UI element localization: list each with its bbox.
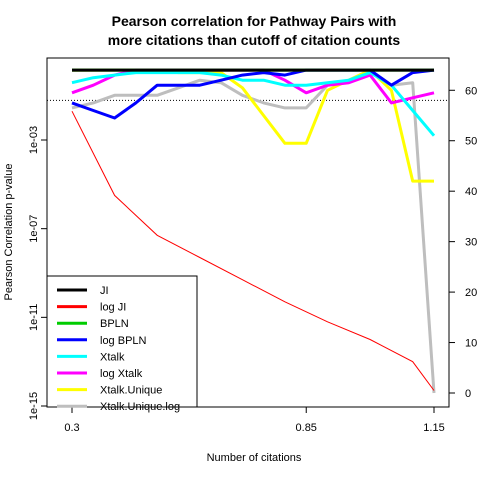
chart-title-line-2: more citations than cutoff of citation c… bbox=[108, 32, 401, 48]
series-line-log-bpln bbox=[71, 68, 435, 120]
legend-entry-label: Xtalk.Unique bbox=[100, 385, 162, 397]
y-left-tick-label: 1e-15 bbox=[28, 392, 40, 420]
y-right-tick-label: 60 bbox=[465, 85, 477, 97]
series-line-xtalk bbox=[71, 71, 436, 137]
legend-entry-label: log JI bbox=[100, 302, 126, 314]
legend-entry-label: BPLN bbox=[100, 318, 129, 330]
legend-entry-label: JI bbox=[100, 285, 109, 297]
legend: JI log JI BPLN log BPLN Xtalk log Xtalk Xtalk.… bbox=[46, 275, 198, 413]
y-right-tick-label: 30 bbox=[465, 237, 477, 249]
plot-frame bbox=[46, 57, 450, 408]
legend-entry-label: log BPLN bbox=[100, 335, 147, 347]
legend-entry-label: Xtalk.Unique.log bbox=[100, 401, 180, 413]
y-axis-label: Pearson Correlation p-value bbox=[3, 164, 15, 301]
legend-box bbox=[46, 275, 198, 408]
y-right-tick-label: 20 bbox=[465, 287, 477, 299]
series-line-log-ji bbox=[71, 110, 435, 391]
x-tick-label: 1.15 bbox=[423, 422, 444, 434]
y-left-tick-label: 1e-07 bbox=[28, 215, 40, 243]
axes-ticks: 0.3 0.85 1.15 1e-15 1e-11 1e-07 1e-03 0 10 20 30 40… bbox=[28, 85, 477, 434]
legend-entry-label: Xtalk bbox=[100, 351, 125, 363]
legend-entry-label: log Xtalk bbox=[100, 368, 143, 380]
x-tick-label: 0.3 bbox=[64, 422, 79, 434]
y-left-tick-label: 1e-11 bbox=[28, 304, 40, 331]
y-right-tick-label: 10 bbox=[465, 338, 477, 350]
chart-title-line-1: Pearson correlation for Pathway Pairs wi… bbox=[112, 13, 397, 29]
y-right-tick-label: 40 bbox=[465, 186, 477, 198]
y-right-tick-label: 0 bbox=[465, 388, 471, 400]
series-layer bbox=[71, 68, 436, 394]
x-axis-label: Number of citations bbox=[207, 452, 302, 464]
y-right-tick-label: 50 bbox=[465, 136, 477, 148]
y-left-tick-label: 1e-03 bbox=[28, 126, 40, 154]
x-tick-label: 0.85 bbox=[296, 422, 317, 434]
